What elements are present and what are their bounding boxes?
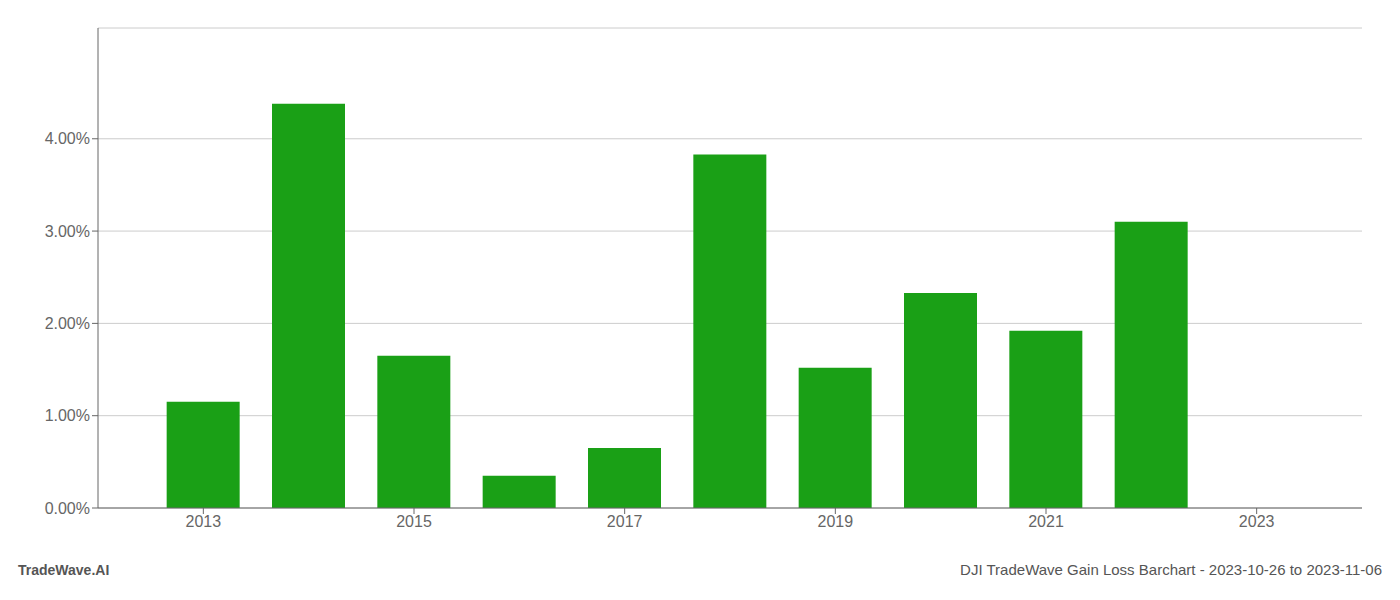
svg-text:2019: 2019 bbox=[818, 513, 854, 530]
svg-text:4.00%: 4.00% bbox=[45, 130, 90, 147]
svg-text:2023: 2023 bbox=[1239, 513, 1275, 530]
svg-text:3.00%: 3.00% bbox=[45, 223, 90, 240]
svg-text:2017: 2017 bbox=[607, 513, 643, 530]
svg-text:1.00%: 1.00% bbox=[45, 407, 90, 424]
svg-text:2021: 2021 bbox=[1028, 513, 1064, 530]
svg-text:2013: 2013 bbox=[186, 513, 222, 530]
svg-text:2015: 2015 bbox=[396, 513, 432, 530]
html-text:TradeWave.AI: TradeWave.AI bbox=[18, 562, 110, 578]
svg-text:0.00%: 0.00% bbox=[45, 500, 90, 517]
html-text:DJI TradeWave Gain Loss Barcha: DJI TradeWave Gain Loss Barchart - 2023-… bbox=[960, 561, 1382, 578]
svg-text:2.00%: 2.00% bbox=[45, 315, 90, 332]
